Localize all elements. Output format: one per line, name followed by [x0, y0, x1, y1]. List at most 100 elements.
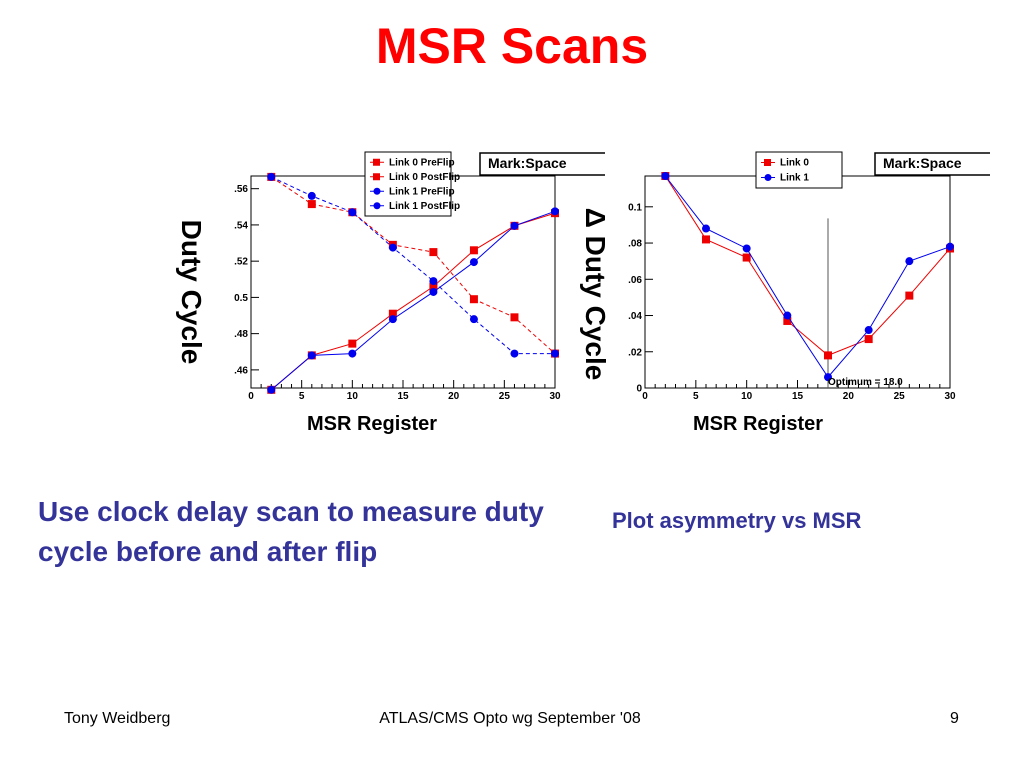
series-line: [270, 210, 556, 391]
data-point: [348, 339, 357, 348]
data-point: [429, 287, 438, 296]
data-point: [429, 248, 438, 257]
x-tick-label: 0: [248, 391, 254, 402]
data-point: [348, 208, 357, 217]
legend-label: Link 1: [780, 173, 809, 184]
series-line: [664, 175, 951, 378]
data-point: [824, 373, 832, 382]
data-point: [307, 351, 316, 360]
footer-author: Tony Weidberg: [64, 710, 171, 727]
footer-event: ATLAS/CMS Opto wg September '08: [379, 710, 641, 727]
series-line: [271, 176, 555, 355]
y-tick-label: .56: [234, 184, 248, 195]
y-tick-label: .08: [628, 239, 642, 250]
x-tick-label: 5: [693, 391, 699, 402]
x-tick-label: 25: [894, 391, 906, 402]
legend-marker: [764, 174, 772, 181]
y-axis-label: Duty Cycle: [176, 220, 207, 365]
x-tick-label: 15: [792, 391, 804, 402]
data-point: [429, 282, 438, 291]
data-point: [469, 295, 478, 304]
x-axis-label: MSR Register: [307, 413, 437, 435]
data-point: [824, 351, 832, 360]
duty-cycle-chart: 0 5 10 15 20 25 30 .46 .48 0.5 .52 .54 .56 Link 0 Pre…: [176, 151, 605, 435]
data-point: [388, 243, 397, 252]
data-point: [510, 221, 519, 230]
optimum-annotation: Optimum = 18.0: [828, 377, 903, 388]
data-point: [267, 385, 276, 394]
data-point: [267, 172, 276, 181]
caption-left: Use clock delay scan to measure duty cyc…: [38, 496, 544, 567]
data-point: [864, 326, 873, 335]
caption-right: Plot asymmetry vs MSR: [612, 508, 862, 533]
data-point: [510, 349, 519, 358]
legend-marker: [373, 187, 381, 195]
series-line: [664, 175, 951, 356]
series-line: [270, 212, 556, 391]
x-tick-label: 20: [843, 391, 855, 402]
data-point: [783, 311, 792, 320]
legend-marker: [373, 173, 380, 181]
x-tick-label: 5: [299, 391, 305, 402]
data-point: [307, 200, 316, 209]
y-tick-label: 0: [636, 384, 642, 395]
y-tick-label: .02: [628, 347, 642, 358]
y-tick-label: .46: [234, 365, 248, 376]
data-point: [864, 335, 873, 344]
x-tick-label: 25: [499, 391, 511, 402]
chart-title-box: [479, 152, 605, 176]
x-tick-label: 10: [741, 391, 753, 402]
chart-title: Mark:Space: [488, 155, 567, 171]
y-tick-label: .06: [628, 275, 642, 286]
legend-label: Link 1 PostFlip: [389, 201, 460, 212]
data-point: [702, 224, 710, 233]
delta-duty-cycle-chart: 0 5 10 15 20 25 30 0 .02 .04 .06 .08 0.1 Optimum = 18…: [580, 151, 990, 435]
data-point: [388, 315, 397, 324]
data-point: [661, 172, 670, 180]
x-axis-label: MSR Register: [693, 413, 823, 435]
data-point: [469, 246, 478, 255]
data-point: [946, 242, 954, 251]
legend-label: Link 0 PostFlip: [389, 172, 460, 183]
data-point: [348, 349, 357, 358]
y-tick-label: .52: [234, 257, 248, 268]
x-tick-label: 30: [549, 391, 561, 402]
legend-label: Link 1 PreFlip: [389, 186, 455, 197]
y-tick-label: .54: [234, 220, 248, 231]
x-tick-label: 20: [448, 391, 460, 402]
data-point: [551, 207, 559, 216]
data-point: [551, 349, 559, 358]
series-line: [270, 176, 556, 354]
legend-marker: [373, 202, 381, 210]
footer-page-number: 9: [950, 710, 959, 727]
x-tick-label: 0: [642, 391, 648, 402]
data-point: [510, 313, 519, 322]
x-tick-label: 15: [397, 391, 409, 402]
legend-box: [755, 151, 843, 189]
plot-frame: [644, 175, 951, 389]
chart-title-box: [874, 152, 990, 176]
y-axis-label: Δ Duty Cycle: [580, 208, 611, 381]
y-tick-label: 0.1: [628, 202, 642, 213]
legend-marker: [373, 158, 380, 166]
data-point: [469, 315, 478, 324]
y-tick-label: .48: [234, 329, 248, 340]
data-point: [429, 277, 438, 286]
y-tick-label: 0.5: [234, 293, 248, 304]
y-tick-label: .04: [628, 311, 642, 322]
x-tick-label: 10: [347, 391, 359, 402]
legend-label: Link 0 PreFlip: [389, 157, 455, 168]
data-point: [742, 253, 751, 262]
chart-title: Mark:Space: [883, 155, 962, 171]
legend-label: Link 0: [780, 158, 809, 169]
x-tick-label: 30: [944, 391, 956, 402]
data-point: [742, 244, 751, 253]
data-point: [469, 258, 478, 267]
legend-marker: [764, 159, 771, 166]
data-point: [905, 257, 914, 266]
data-point: [388, 309, 397, 318]
data-point: [783, 316, 792, 325]
data-point: [905, 291, 914, 300]
slide-title: MSR Scans: [375, 18, 649, 74]
data-point: [307, 191, 316, 200]
